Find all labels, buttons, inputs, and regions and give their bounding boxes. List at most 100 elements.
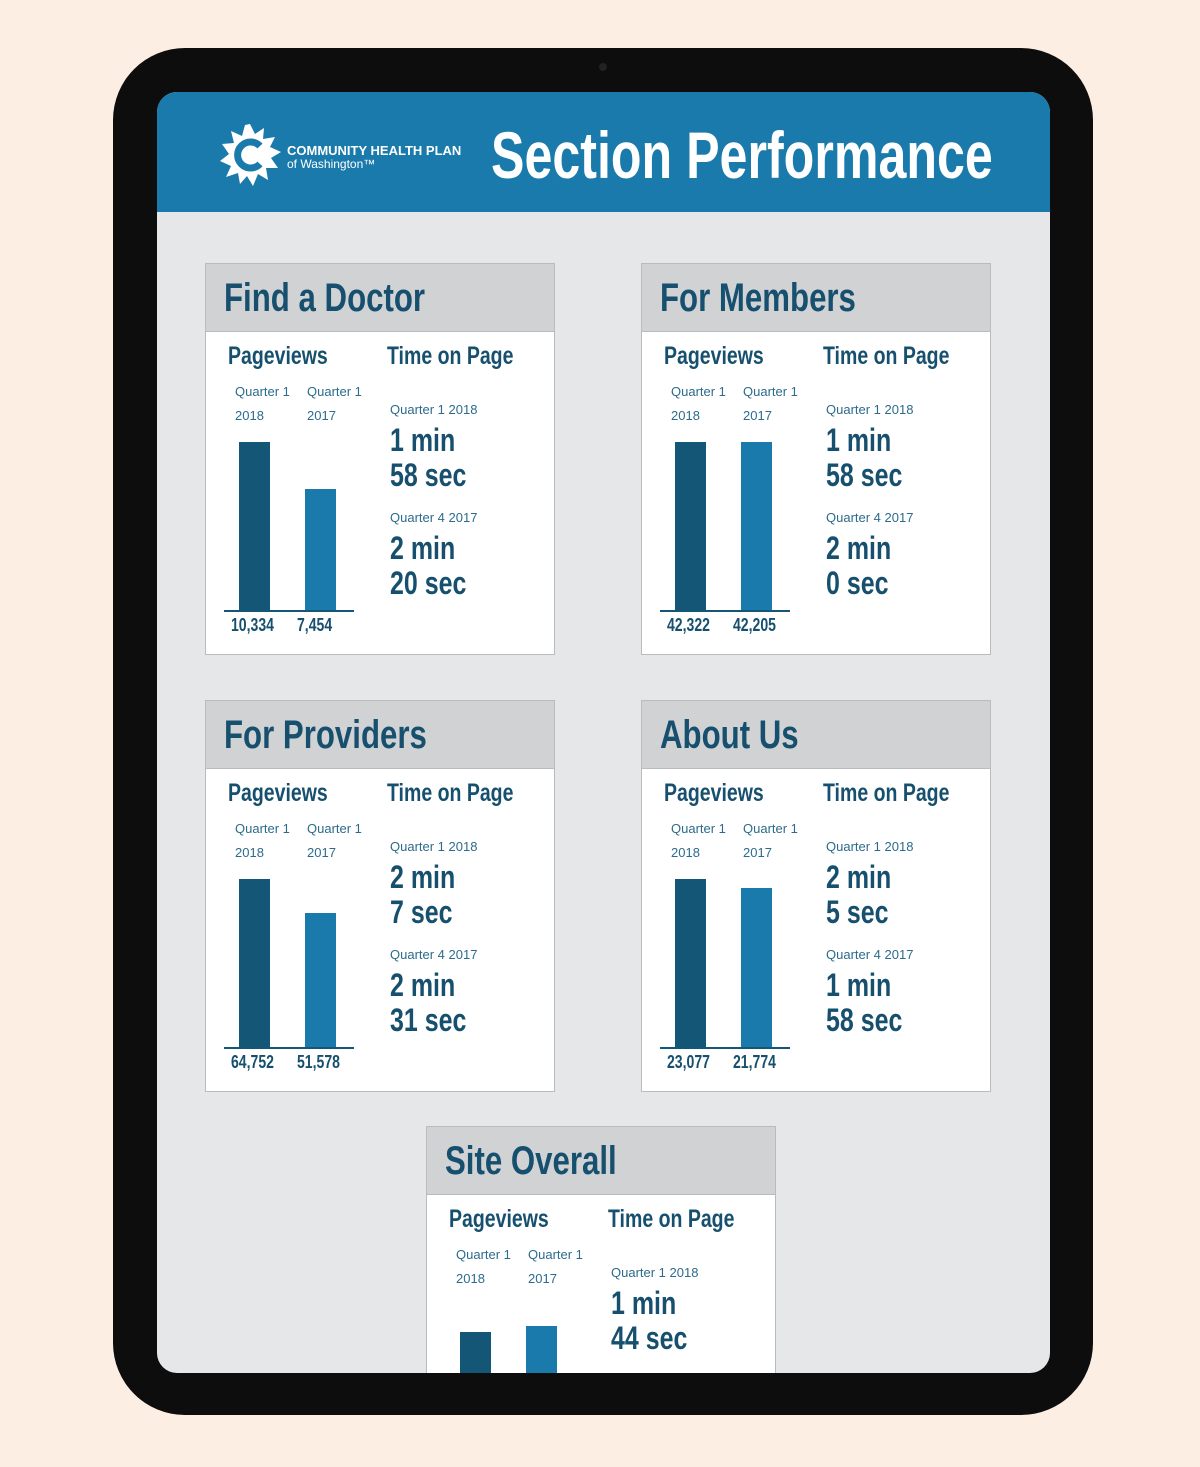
time-seconds-text: 20 sec: [390, 565, 467, 601]
time-period: Quarter 1 2018: [390, 402, 478, 417]
time-period: Quarter 4 2017: [390, 947, 478, 962]
card-title: For Members: [660, 276, 911, 321]
card-title-text: Find a Doctor: [224, 276, 426, 320]
time-heading-text: Time on Page: [387, 342, 514, 370]
period-year: 2017: [528, 1271, 557, 1286]
time-heading: Time on Page: [823, 342, 985, 371]
time-seconds-text: 58 sec: [826, 457, 903, 493]
time-minutes: 1 min: [611, 1285, 695, 1322]
period-quarter: Quarter 1: [307, 384, 362, 399]
time-seconds: 7 sec: [390, 894, 470, 931]
pageviews-heading: Pageviews: [228, 342, 356, 371]
logo-text: COMMUNITY HEALTH PLAN: [287, 143, 462, 158]
page-title-text: Section Performance: [491, 118, 993, 192]
period-year: 2018: [671, 408, 700, 423]
logo-icon: [220, 124, 281, 186]
period-quarter: Quarter 1: [235, 384, 290, 399]
pageviews-bar: [741, 442, 772, 610]
card-title: Find a Doctor: [224, 276, 482, 321]
pageviews-value: 10,334: [231, 615, 291, 636]
period-quarter: Quarter 1: [671, 384, 726, 399]
time-period: Quarter 1 2018: [826, 839, 914, 854]
time-heading: Time on Page: [387, 779, 549, 808]
time-minutes: 2 min: [390, 967, 474, 1004]
time-minutes-text: 2 min: [390, 530, 456, 566]
time-heading-text: Time on Page: [387, 779, 514, 807]
card-title-text: Site Overall: [445, 1139, 617, 1183]
time-minutes: 2 min: [826, 859, 910, 896]
pageviews-heading: Pageviews: [449, 1205, 577, 1234]
period-year: 2018: [671, 845, 700, 860]
time-seconds: 20 sec: [390, 565, 488, 602]
section-card: For Members Pageviews Quarter 1 2018 Quarter…: [641, 263, 991, 655]
time-heading-text: Time on Page: [608, 1205, 735, 1233]
pageviews-heading-text: Pageviews: [449, 1205, 549, 1233]
pageviews-value-text: 7,454: [297, 615, 333, 635]
time-seconds: 0 sec: [826, 565, 906, 602]
time-minutes-text: 2 min: [390, 967, 456, 1003]
card-header: [206, 701, 554, 769]
time-minutes-text: 2 min: [826, 859, 892, 895]
axis-line: [224, 1047, 354, 1049]
section-card: Site Overall Pageviews Quarter 1 2018 Quarte…: [426, 1126, 776, 1373]
camera: [599, 63, 607, 71]
period-year: 2018: [235, 408, 264, 423]
time-heading-text: Time on Page: [823, 779, 950, 807]
pageviews-bar: [675, 442, 706, 610]
screen: COMMUNITY HEALTH PLAN of Washington™ Sec…: [157, 92, 1050, 1373]
section-card: Find a Doctor Pageviews Quarter 1 2018 Quart…: [205, 263, 555, 655]
time-minutes: 1 min: [826, 967, 910, 1004]
pageviews-heading-text: Pageviews: [664, 779, 764, 807]
pageviews-value-text: 42,205: [733, 615, 776, 635]
card-title: About Us: [660, 713, 838, 758]
time-seconds-text: 5 sec: [826, 894, 889, 930]
pageviews-value-text: 64,752: [231, 1052, 274, 1072]
card-title-text: For Providers: [224, 713, 427, 757]
pageviews-bar: [305, 913, 336, 1047]
pageviews-value-text: 21,774: [733, 1052, 776, 1072]
period-year: 2017: [743, 408, 772, 423]
time-period: Quarter 4 2017: [390, 510, 478, 525]
logo-subtext: of Washington™: [287, 157, 376, 171]
pageviews-value: 21,774: [733, 1052, 793, 1073]
section-card: About Us Pageviews Quarter 1 2018 Quarter 1 2…: [641, 700, 991, 1092]
time-minutes: 1 min: [390, 422, 474, 459]
pageviews-heading-text: Pageviews: [228, 342, 328, 370]
pageviews-bar: [305, 488, 336, 610]
page-title: Section Performance: [491, 122, 1050, 188]
pageviews-value-text: 10,334: [231, 615, 274, 635]
card-header: [642, 701, 990, 769]
card-title-text: For Members: [660, 276, 856, 320]
card-header: [427, 1127, 775, 1195]
pageviews-value-text: 51,578: [297, 1052, 340, 1072]
axis-line: [660, 1047, 790, 1049]
pageviews-bar: [675, 879, 706, 1047]
period-quarter: Quarter 1: [671, 821, 726, 836]
time-minutes: 2 min: [390, 859, 474, 896]
period-quarter: Quarter 1: [235, 821, 290, 836]
axis-line: [660, 610, 790, 612]
period-quarter: Quarter 1: [743, 821, 798, 836]
pageviews-heading: Pageviews: [228, 779, 356, 808]
time-heading: Time on Page: [387, 342, 549, 371]
time-seconds-text: 0 sec: [826, 565, 889, 601]
time-heading: Time on Page: [823, 779, 985, 808]
period-quarter: Quarter 1: [456, 1247, 511, 1262]
pageviews-value: 42,205: [733, 615, 793, 636]
pageviews-value: 42,322: [667, 615, 727, 636]
time-seconds-text: 44 sec: [611, 1320, 688, 1356]
card-header: [206, 264, 554, 332]
pageviews-heading: Pageviews: [664, 779, 792, 808]
time-minutes: 2 min: [826, 530, 910, 567]
pageviews-heading-text: Pageviews: [228, 779, 328, 807]
time-minutes-text: 2 min: [390, 859, 456, 895]
time-seconds-text: 58 sec: [390, 457, 467, 493]
pageviews-value: 51,578: [297, 1052, 357, 1073]
period-quarter: Quarter 1: [743, 384, 798, 399]
period-year: 2018: [456, 1271, 485, 1286]
period-quarter: Quarter 1: [528, 1247, 583, 1262]
period-year: 2018: [235, 845, 264, 860]
time-seconds: 58 sec: [826, 1002, 924, 1039]
pageviews-value-text: 42,322: [667, 615, 710, 635]
